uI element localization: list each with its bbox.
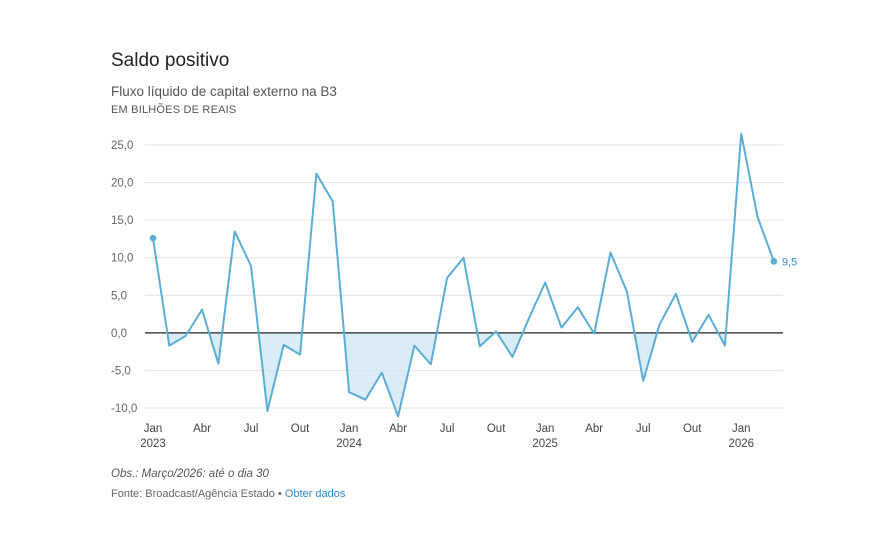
series-line-layer: [152, 132, 775, 418]
x-tick-label: Out: [683, 423, 702, 435]
marker-layer: 9,5: [149, 234, 797, 268]
y-tick-label: -5,0: [111, 365, 131, 377]
end-point: [770, 258, 778, 265]
end-value-label: 9,5: [782, 256, 797, 268]
x-tick-year: 2023: [140, 438, 166, 450]
x-tick-label: Jul: [244, 423, 259, 435]
start-point: [149, 234, 157, 242]
series-line: [152, 132, 775, 418]
source-separator: •: [274, 488, 285, 500]
get-data-link[interactable]: Obter dados: [284, 488, 346, 500]
y-tick-label: 15,0: [111, 215, 133, 227]
negative-area: [258, 332, 303, 412]
source-line: Fonte: Broadcast/Agência Estado • Obter …: [111, 488, 345, 500]
x-tick-year: 2024: [336, 438, 362, 450]
x-tick-label: Abr: [585, 423, 603, 435]
x-tick-label: Jul: [636, 423, 651, 435]
x-tick-label: Jan: [340, 423, 359, 435]
negative-area: [167, 332, 188, 346]
x-tick-label: Abr: [193, 423, 211, 435]
x-tick-label: Out: [487, 423, 506, 435]
x-tick-year: 2026: [728, 438, 754, 450]
x-tick-year: 2025: [532, 438, 558, 450]
y-tick-label: 10,0: [111, 253, 133, 265]
y-tick-label: 25,0: [111, 140, 133, 152]
y-tick-label: 5,0: [111, 290, 127, 302]
x-tick-label: Jan: [144, 423, 163, 435]
y-tick-label: 0,0: [111, 328, 127, 340]
y-tick-label: 20,0: [111, 178, 133, 190]
chart-note: Obs.: Março/2026: até o dia 30: [111, 468, 269, 480]
source-text: Fonte: Broadcast/Agência Estado: [111, 488, 275, 500]
negative-area: [343, 332, 437, 417]
negative-area: [634, 332, 658, 381]
unit-label: EM BILHÕES DE REAIS: [111, 104, 237, 116]
x-tick-label: Out: [291, 423, 310, 435]
x-tick-label: Jul: [440, 423, 455, 435]
chart-title: Saldo positivo: [111, 50, 230, 71]
y-tick-label: -10,0: [111, 403, 137, 415]
x-tick-label: Abr: [389, 423, 407, 435]
negative-area: [497, 332, 523, 357]
x-tick-label: Jan: [536, 423, 555, 435]
chart-subtitle: Fluxo líquido de capital externo na B3: [111, 84, 337, 99]
x-tick-label: Jan: [732, 423, 751, 435]
x-axis: Jan 2023 Abr Jul Out Jan 2024 Abr Jul Out Jan 2025 A…: [140, 423, 754, 450]
